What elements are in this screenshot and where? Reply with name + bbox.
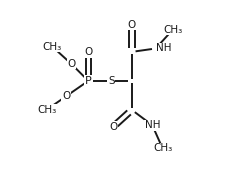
Text: CH₃: CH₃	[163, 25, 182, 35]
Text: CH₃: CH₃	[43, 42, 62, 52]
Text: O: O	[62, 91, 70, 101]
Text: NH: NH	[144, 120, 160, 130]
Text: O: O	[84, 47, 92, 57]
Text: CH₃: CH₃	[37, 105, 56, 115]
Text: S: S	[108, 76, 115, 86]
Text: O: O	[67, 59, 76, 69]
Text: O: O	[109, 122, 117, 132]
Text: O: O	[128, 20, 136, 30]
Text: CH₃: CH₃	[153, 143, 172, 153]
Text: P: P	[85, 76, 92, 86]
Text: NH: NH	[156, 44, 171, 53]
